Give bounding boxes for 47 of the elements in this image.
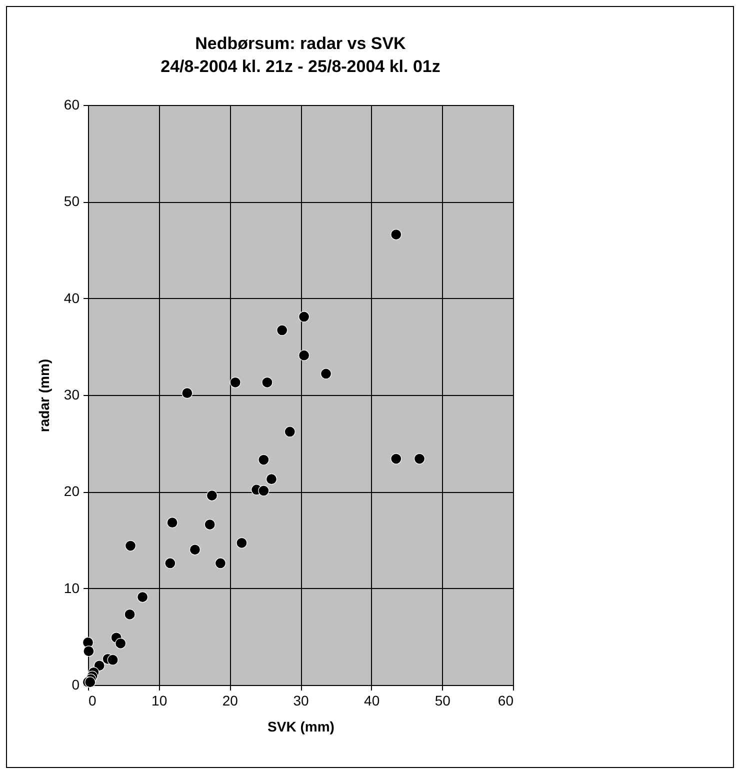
point bbox=[84, 676, 96, 688]
x-tick-label: 50 bbox=[434, 692, 451, 708]
point bbox=[137, 592, 148, 603]
y-tick-label: 50 bbox=[64, 193, 80, 210]
x-tick-label: 0 bbox=[88, 692, 96, 708]
point bbox=[298, 311, 310, 322]
point bbox=[284, 426, 296, 438]
point bbox=[214, 558, 226, 569]
y-axis-title: radar (mm) bbox=[36, 358, 52, 432]
x-tick-label: 20 bbox=[222, 692, 238, 708]
x-tick-label: 40 bbox=[364, 692, 380, 708]
point bbox=[262, 376, 273, 388]
y-tick-label: 20 bbox=[64, 483, 80, 500]
point bbox=[320, 368, 332, 380]
y-tick-label: 60 bbox=[64, 96, 80, 112]
point bbox=[115, 638, 126, 649]
chart-title: Nedbørsum: radar vs SVK bbox=[195, 34, 407, 53]
point bbox=[258, 454, 270, 466]
point bbox=[298, 350, 310, 361]
x-tick-label: 30 bbox=[293, 692, 309, 708]
point bbox=[82, 636, 94, 648]
x-tick-label: 60 bbox=[498, 692, 514, 708]
point bbox=[182, 388, 193, 399]
point bbox=[258, 485, 270, 496]
y-tick-label: 40 bbox=[64, 290, 80, 306]
point bbox=[390, 229, 402, 240]
x-tick-label: 10 bbox=[152, 692, 168, 708]
y-tick-label: 30 bbox=[64, 386, 80, 402]
point bbox=[266, 474, 277, 485]
x-axis-title: SVK (mm) bbox=[268, 718, 334, 734]
point bbox=[83, 646, 94, 657]
point bbox=[390, 453, 402, 464]
point bbox=[276, 324, 288, 336]
point bbox=[236, 537, 248, 548]
point bbox=[124, 608, 136, 620]
point bbox=[189, 544, 200, 556]
point bbox=[166, 517, 178, 528]
y-tick-label: 0 bbox=[72, 676, 80, 692]
point bbox=[206, 490, 218, 502]
point bbox=[124, 540, 136, 552]
point bbox=[230, 376, 241, 388]
chart-subtitle: 24/8-2004 kl. 21z - 25/8-2004 kl. 01z bbox=[160, 57, 440, 76]
point bbox=[204, 519, 216, 530]
point bbox=[414, 453, 426, 464]
point bbox=[164, 558, 176, 569]
point bbox=[107, 654, 118, 666]
y-tick-label: 10 bbox=[64, 580, 80, 596]
